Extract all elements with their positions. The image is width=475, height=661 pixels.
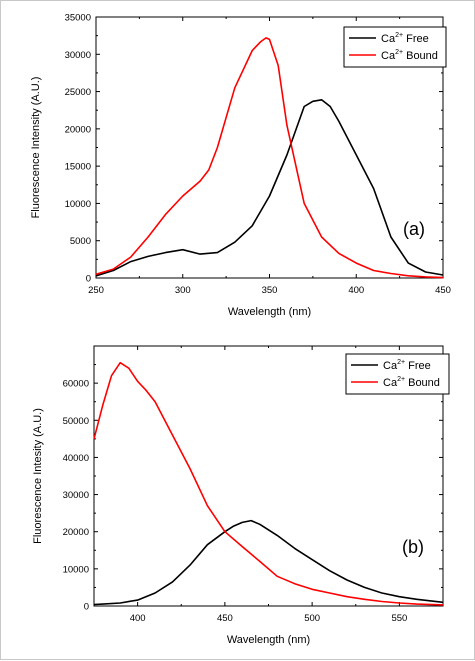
legend-box [345, 353, 450, 395]
y-axis-label: Fluorescence Intesity (A.U.) [32, 408, 44, 544]
y-tick-label: 10000 [63, 564, 89, 575]
legend-label: Ca2+ Bound [383, 376, 440, 389]
x-axis-label: Wavelength (nm) [228, 306, 311, 318]
y-tick-label: 25000 [65, 87, 91, 98]
legend: Ca2+ Free Ca2+ Bound [343, 26, 447, 68]
x-tick-label: 250 [88, 285, 104, 296]
legend-label: Ca2+ Free [383, 359, 431, 372]
chart-panel-2: 400 450 500 550 0 10000 20000 30000 40000 50000 60… [32, 345, 450, 646]
x-tick-label: 400 [130, 613, 146, 624]
y-tick-label: 30000 [63, 490, 89, 501]
legend-box [343, 26, 447, 68]
panel-label: (b) [402, 537, 424, 557]
y-tick-label: 0 [86, 274, 91, 285]
x-tick-label: 500 [304, 613, 320, 624]
x-tick-label: 300 [175, 285, 191, 296]
x-axis-label: Wavelength (nm) [227, 634, 310, 646]
legend-label: Ca2+ Free [381, 32, 429, 45]
panel-label: (a) [403, 219, 425, 239]
y-tick-label: 40000 [63, 453, 89, 464]
series-line-ca-bound [95, 37, 444, 279]
y-tick-label: 5000 [70, 236, 91, 247]
y-tick-label: 35000 [65, 13, 91, 24]
y-tick-label: 0 [84, 602, 89, 613]
legend: Ca2+ Free Ca2+ Bound [345, 353, 450, 395]
x-tick-label: 400 [348, 285, 364, 296]
legend-label: Ca2+ Bound [381, 49, 438, 62]
y-tick-label: 20000 [65, 124, 91, 135]
x-tick-label: 450 [435, 285, 451, 296]
x-tick-label: 550 [391, 613, 407, 624]
x-tick-label: 350 [262, 285, 278, 296]
series-line-ca-free [93, 519, 444, 606]
chart-panel-1: 250 300 350 400 450 0 5000 10000 15000 20000 25000… [30, 13, 451, 319]
series-line-ca-bound [93, 361, 444, 606]
y-tick-label: 50000 [63, 416, 89, 427]
y-tick-label: 60000 [63, 379, 89, 390]
y-tick-label: 15000 [65, 162, 91, 173]
x-tick-label: 450 [217, 613, 233, 624]
y-tick-label: 20000 [63, 527, 89, 538]
series-line-ca-free [95, 99, 444, 277]
y-tick-label: 10000 [65, 199, 91, 210]
y-axis-label: Fluorescence Intensity (A.U.) [30, 77, 42, 219]
y-tick-label: 30000 [65, 50, 91, 61]
